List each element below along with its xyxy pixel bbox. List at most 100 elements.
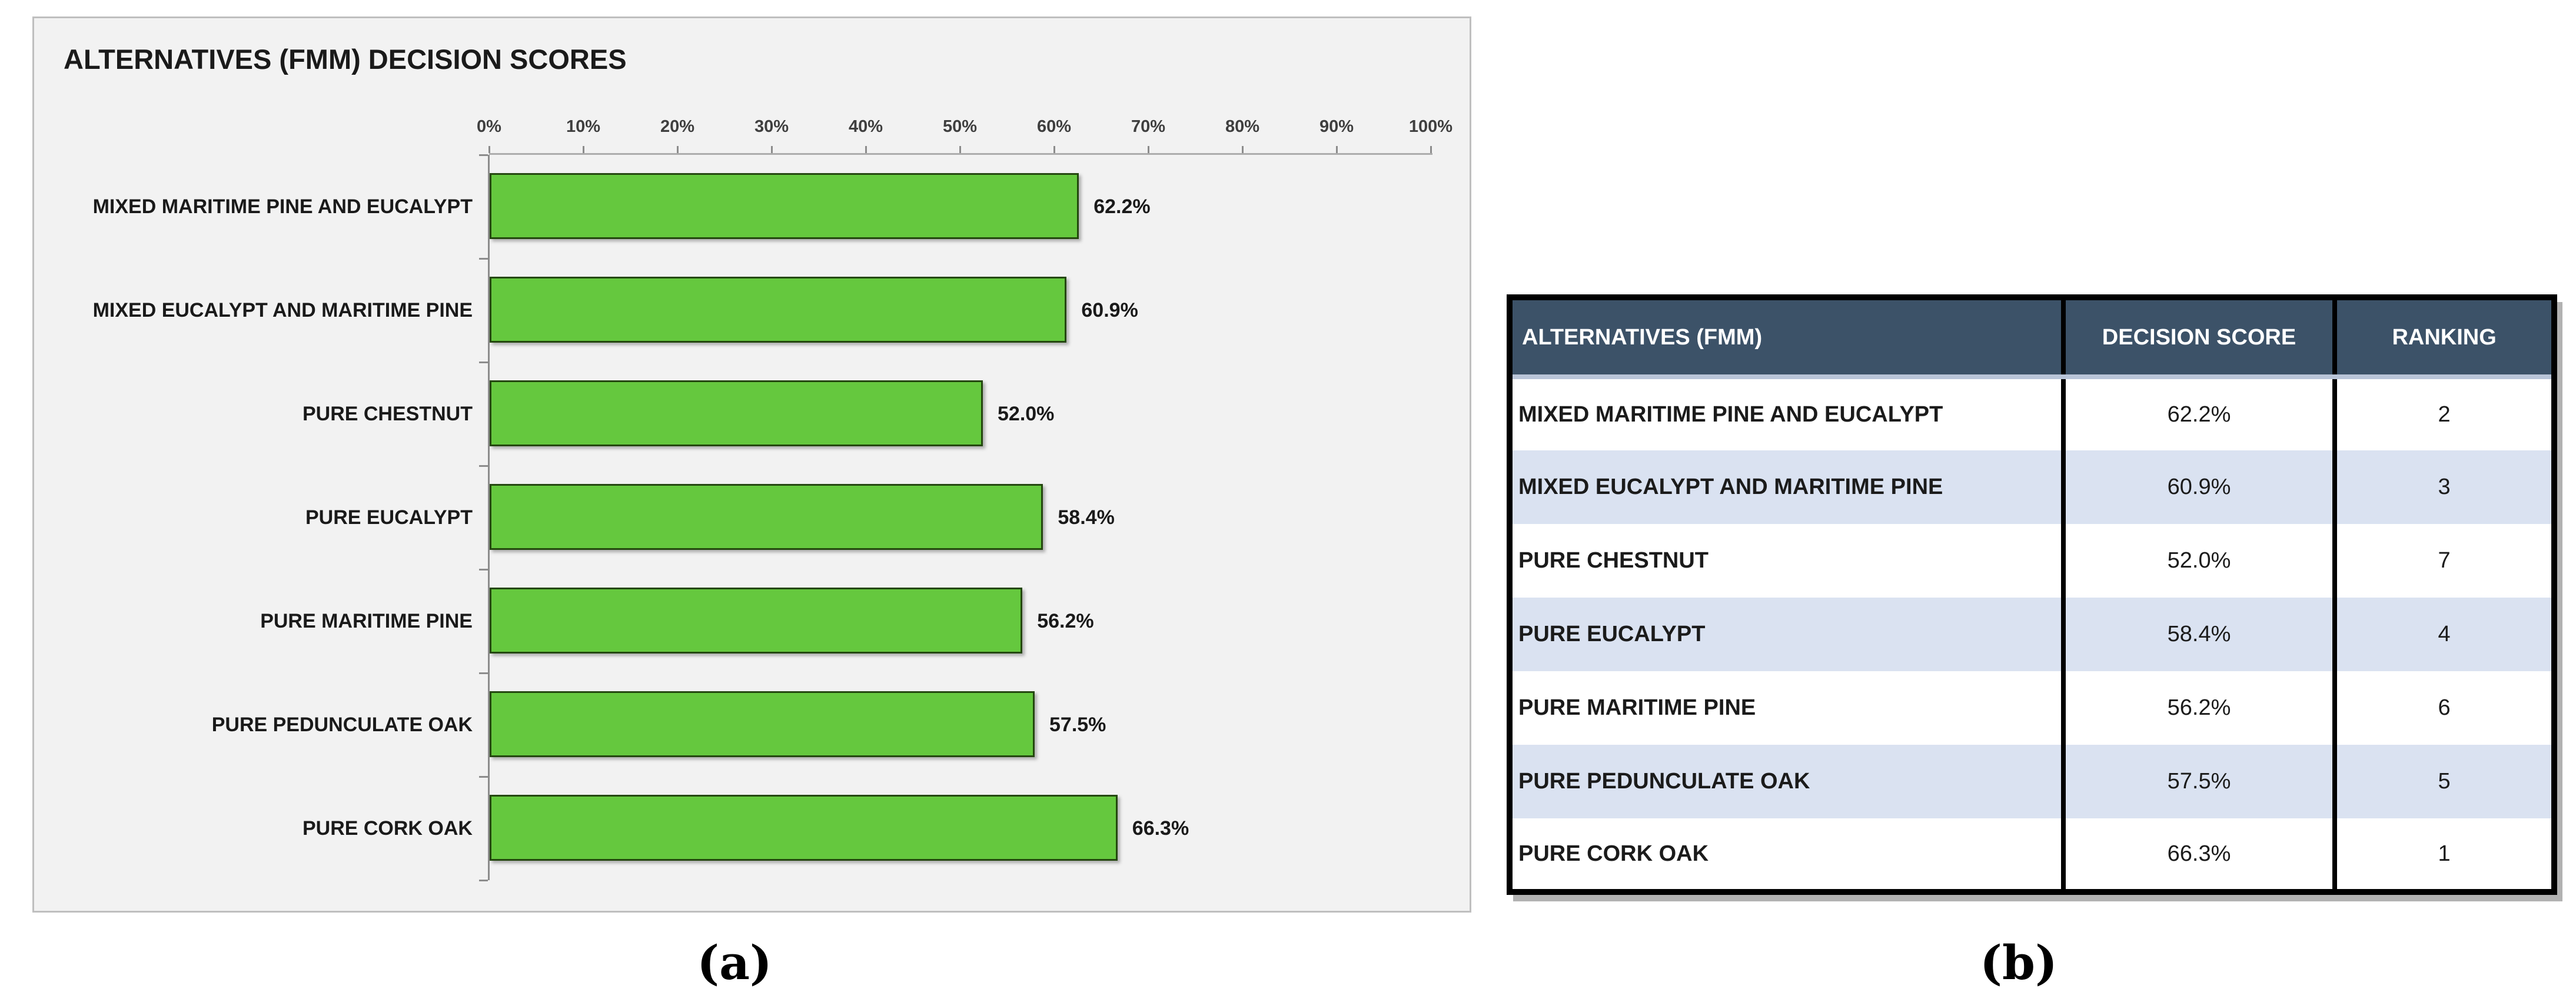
bar-category-label: PURE CHESTNUT bbox=[302, 402, 473, 425]
x-axis-tick-label: 30% bbox=[754, 117, 789, 136]
bar-category-label: PURE EUCALYPT bbox=[305, 506, 473, 529]
table-header: ALTERNATIVES (FMM) DECISION SCORE RANKING bbox=[1510, 297, 2554, 379]
x-axis-tick-label: 50% bbox=[942, 117, 978, 136]
x-axis-tick-mark bbox=[1430, 146, 1432, 153]
caption-a: (a) bbox=[697, 935, 772, 990]
table-row: MIXED EUCALYPT AND MARITIME PINE 60.9% 3 bbox=[1510, 450, 2554, 524]
table-row: MIXED MARITIME PINE AND EUCALYPT 62.2% 2 bbox=[1510, 377, 2554, 450]
table-header-row: ALTERNATIVES (FMM) DECISION SCORE RANKING bbox=[1510, 297, 2554, 379]
table-row: PURE EUCALYPT 58.4% 4 bbox=[1510, 598, 2554, 671]
bar-row: PURE PEDUNCULATE OAK 57.5% bbox=[34, 673, 1470, 777]
bar-value-label: 66.3% bbox=[1132, 817, 1189, 840]
bar-category-label: PURE MARITIME PINE bbox=[260, 609, 473, 632]
bar-value-label: 62.2% bbox=[1093, 195, 1151, 218]
table-row: PURE CHESTNUT 52.0% 7 bbox=[1510, 524, 2554, 598]
ranking-cell: 3 bbox=[2332, 450, 2554, 524]
bar-value-label: 56.2% bbox=[1037, 609, 1094, 632]
bar-value-label: 57.5% bbox=[1049, 713, 1106, 736]
ranking-cell: 5 bbox=[2332, 745, 2554, 818]
decision-score-cell: 57.5% bbox=[2060, 745, 2335, 818]
x-axis-tick-mark bbox=[959, 146, 961, 153]
x-axis-tick-mark bbox=[583, 146, 584, 153]
y-axis-tick-mark bbox=[479, 569, 488, 571]
x-axis-tick-label: 40% bbox=[848, 117, 883, 136]
bar-value-label: 52.0% bbox=[998, 402, 1055, 425]
x-axis-tick-mark bbox=[1148, 146, 1149, 153]
bar-row: MIXED MARITIME PINE AND EUCALYPT 62.2% bbox=[34, 155, 1470, 258]
table-row: PURE PEDUNCULATE OAK 57.5% 5 bbox=[1510, 745, 2554, 818]
x-axis-tick-label: 0% bbox=[477, 117, 501, 136]
decision-score-cell: 60.9% bbox=[2060, 450, 2335, 524]
x-axis-tick-label: 70% bbox=[1131, 117, 1166, 136]
bar bbox=[490, 588, 1023, 654]
table-body: MIXED MARITIME PINE AND EUCALYPT 62.2% 2 MI… bbox=[1510, 377, 2554, 892]
decision-score-cell: 66.3% bbox=[2060, 818, 2335, 892]
bar-row: PURE EUCALYPT 58.4% bbox=[34, 466, 1470, 569]
decision-score-cell: 52.0% bbox=[2060, 524, 2335, 598]
chart-title: ALTERNATIVES (FMM) DECISION SCORES bbox=[64, 44, 627, 75]
x-axis-tick-label: 80% bbox=[1225, 117, 1260, 136]
table-row: PURE CORK OAK 66.3% 1 bbox=[1510, 818, 2554, 892]
y-axis-tick-mark bbox=[479, 465, 488, 467]
alternative-cell: MIXED EUCALYPT AND MARITIME PINE bbox=[1510, 450, 2063, 524]
decision-score-cell: 56.2% bbox=[2060, 671, 2335, 745]
x-axis-tick-label: 10% bbox=[566, 117, 601, 136]
bar bbox=[490, 277, 1067, 343]
bar-value-label: 60.9% bbox=[1081, 298, 1138, 321]
x-axis-tick-label: 20% bbox=[660, 117, 695, 136]
x-axis-tick-label: 100% bbox=[1408, 117, 1453, 136]
y-axis-tick-mark bbox=[479, 154, 488, 156]
alternative-cell: MIXED MARITIME PINE AND EUCALYPT bbox=[1518, 402, 1943, 427]
bar-category-label: PURE PEDUNCULATE OAK bbox=[211, 713, 473, 736]
bar bbox=[490, 380, 983, 446]
y-axis-tick-mark bbox=[479, 776, 488, 778]
x-axis-tick-mark bbox=[1336, 146, 1338, 153]
bar bbox=[490, 795, 1118, 861]
y-axis-tick-mark bbox=[479, 672, 488, 674]
caption-b: (b) bbox=[1980, 935, 2058, 990]
table-column-header: RANKING bbox=[2332, 297, 2554, 379]
ranking-cell: 2 bbox=[2332, 377, 2554, 450]
y-axis-line bbox=[488, 155, 490, 880]
alternative-cell: PURE CORK OAK bbox=[1518, 841, 1709, 866]
table-row: PURE MARITIME PINE 56.2% 6 bbox=[1510, 671, 2554, 745]
x-axis-tick-mark bbox=[677, 146, 679, 153]
bar bbox=[490, 691, 1035, 757]
chart-panel: ALTERNATIVES (FMM) DECISION SCORES 0% 10%… bbox=[32, 16, 1471, 913]
alternative-cell: PURE EUCALYPT bbox=[1510, 598, 2063, 671]
bar-row: PURE CORK OAK 66.3% bbox=[34, 777, 1470, 880]
x-axis-tick-mark bbox=[1053, 146, 1055, 153]
ranking-cell: 6 bbox=[2332, 671, 2554, 745]
table-column-header: ALTERNATIVES (FMM) bbox=[1510, 297, 2063, 379]
alternative-cell: PURE CHESTNUT bbox=[1518, 548, 1709, 573]
decision-score-cell: 58.4% bbox=[2060, 598, 2335, 671]
y-axis-tick-mark bbox=[479, 361, 488, 363]
alternative-cell: PURE PEDUNCULATE OAK bbox=[1510, 745, 2063, 818]
x-axis-line bbox=[489, 153, 1432, 155]
bar-row: PURE CHESTNUT 52.0% bbox=[34, 362, 1470, 466]
x-axis-tick-mark bbox=[488, 146, 490, 153]
bar-category-label: MIXED MARITIME PINE AND EUCALYPT bbox=[92, 195, 473, 218]
ranking-cell: 4 bbox=[2332, 598, 2554, 671]
bar bbox=[490, 173, 1079, 239]
bar-category-label: PURE CORK OAK bbox=[302, 817, 473, 840]
x-axis-tick-label: 60% bbox=[1036, 117, 1072, 136]
alternative-cell: PURE MARITIME PINE bbox=[1518, 695, 1756, 720]
decision-score-cell: 62.2% bbox=[2060, 377, 2335, 450]
x-axis-tick-mark bbox=[771, 146, 773, 153]
y-axis-tick-mark bbox=[479, 880, 488, 881]
y-axis-tick-mark bbox=[479, 258, 488, 260]
x-axis-tick-mark bbox=[865, 146, 867, 153]
bar-row: PURE MARITIME PINE 56.2% bbox=[34, 569, 1470, 673]
ranking-cell: 1 bbox=[2332, 818, 2554, 892]
bar-row: MIXED EUCALYPT AND MARITIME PINE 60.9% bbox=[34, 258, 1470, 362]
bar bbox=[490, 484, 1043, 550]
table-column-header: DECISION SCORE bbox=[2060, 297, 2335, 379]
decision-score-table: ALTERNATIVES (FMM) DECISION SCORE RANKING … bbox=[1507, 294, 2557, 895]
bar-value-label: 58.4% bbox=[1058, 506, 1115, 529]
ranking-cell: 7 bbox=[2332, 524, 2554, 598]
x-axis-tick-mark bbox=[1242, 146, 1244, 153]
x-axis-tick-label: 90% bbox=[1319, 117, 1354, 136]
bar-chart-plot: 0% 10% 20% 30% 40% 50% 60% 70% 80% 90% 100% MIXED M… bbox=[34, 18, 1470, 911]
